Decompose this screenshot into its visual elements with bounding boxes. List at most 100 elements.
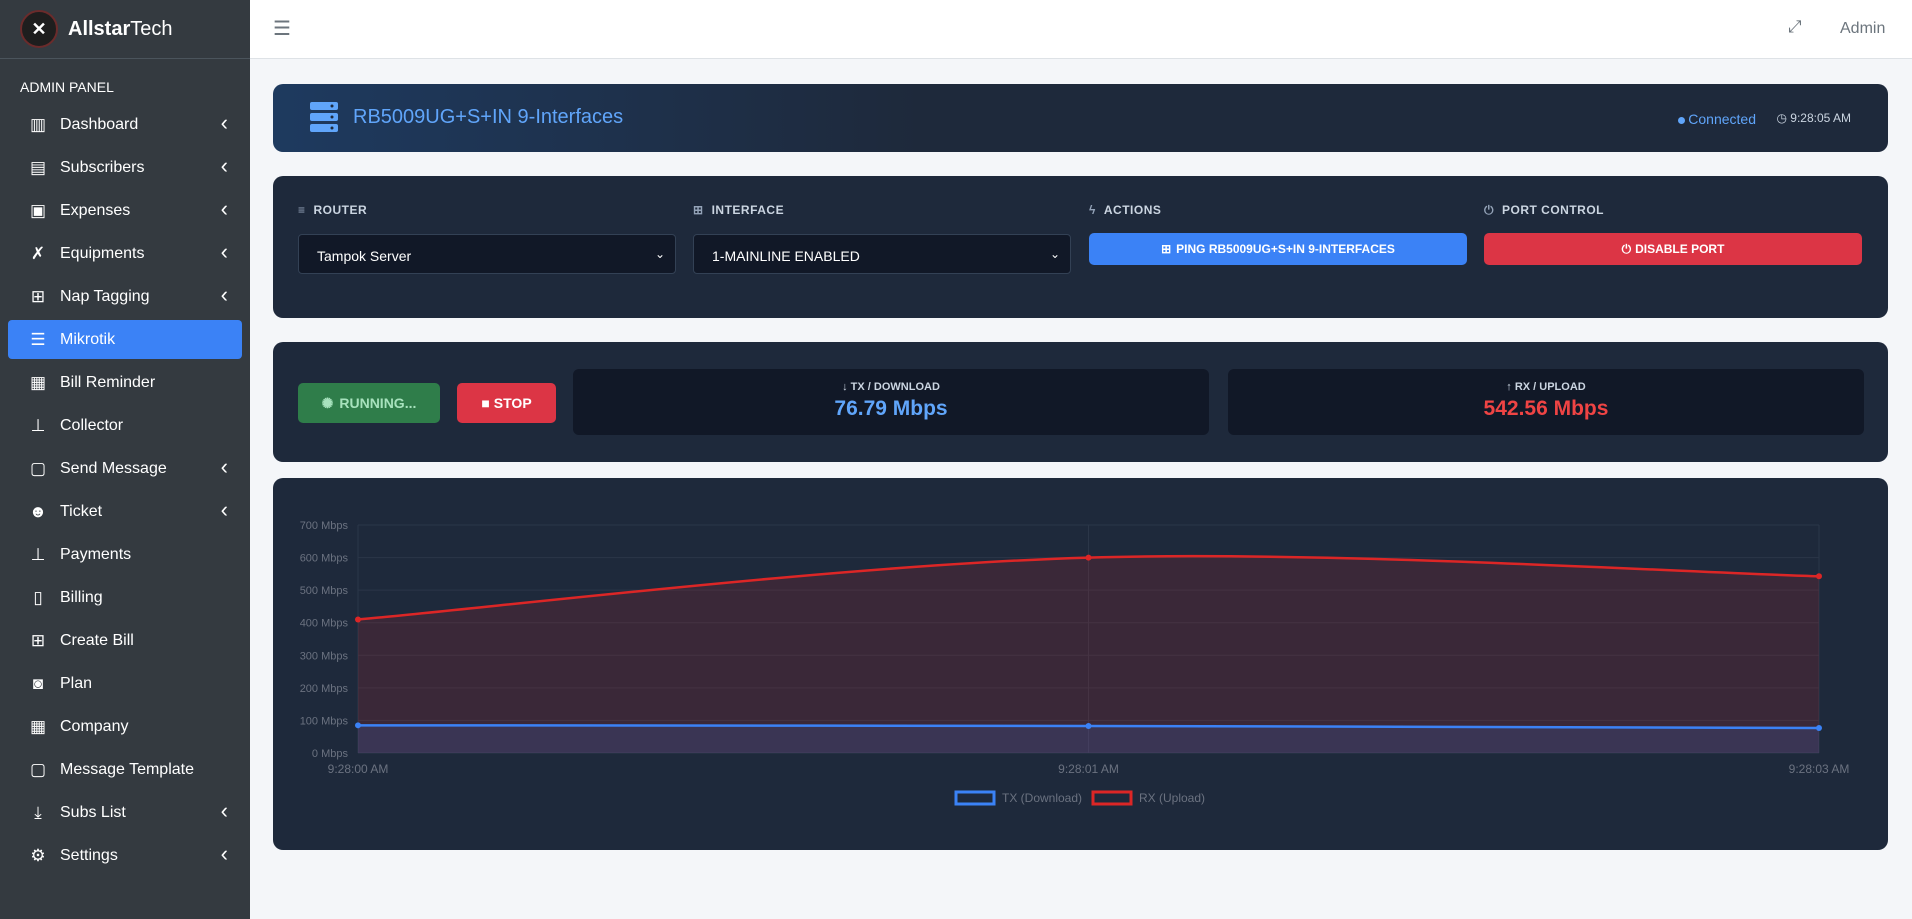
sidebar-item-equipments[interactable]: ✗ Equipments ‹ xyxy=(8,234,242,273)
sidebar-item-send-message[interactable]: ▢ Send Message ‹ xyxy=(8,449,242,488)
current-time: ◷ 9:28:05 AM xyxy=(1776,111,1851,125)
sitemap-icon: ⊞ xyxy=(30,286,46,306)
chevron-left-icon: ‹ xyxy=(220,239,228,264)
bolt-icon: ϟ xyxy=(1089,203,1096,217)
sidebar-item-label: Mikrotik xyxy=(60,330,116,348)
sidebar-item-nap-tagging[interactable]: ⊞ Nap Tagging ‹ xyxy=(8,277,242,316)
tx-value: 76.79 Mbps xyxy=(834,397,948,420)
sidebar-item-label: Create Bill xyxy=(60,631,134,649)
interface-select[interactable]: 1-MAINLINE ENABLED ⌄ xyxy=(693,234,1071,274)
hamburger-menu-icon[interactable]: ☰ xyxy=(273,18,291,40)
sidebar-item-label: Subscribers xyxy=(60,158,145,176)
clock-icon: ◷ xyxy=(1776,111,1791,125)
sidebar-item-label: Collector xyxy=(60,416,124,434)
server-icon xyxy=(310,102,338,132)
chevron-down-icon: ⌄ xyxy=(654,247,665,261)
device-title: RB5009UG+S+IN 9-Interfaces xyxy=(353,106,624,128)
receipt-icon: ▯ xyxy=(33,587,43,607)
sidebar-item-message-template[interactable]: ▢ Message Template xyxy=(8,750,242,789)
admin-panel-label: ADMIN PANEL xyxy=(20,79,114,95)
x-tick-label: 9:28:00 AM xyxy=(328,762,389,776)
sidebar-item-label: Message Template xyxy=(60,760,194,778)
gears-icon: ⚙ xyxy=(30,845,46,865)
arrow-down-icon: ↓ xyxy=(842,381,851,393)
x-tick-label: 9:28:01 AM xyxy=(1058,762,1119,776)
status-dot-icon xyxy=(1678,117,1686,124)
chevron-down-icon: ⌄ xyxy=(1049,247,1060,261)
sidebar-item-label: Dashboard xyxy=(60,115,139,133)
user-menu[interactable]: Admin xyxy=(1840,20,1886,37)
sidebar-item-dashboard[interactable]: ▥ Dashboard ‹ xyxy=(8,105,242,144)
legend-label-rx-upload: RX (Upload) xyxy=(1139,791,1205,805)
calendar-icon: ▦ xyxy=(29,372,47,392)
data-point-rx-upload xyxy=(1085,554,1092,561)
sidebar-item-label: Settings xyxy=(60,846,118,864)
server-icon: ☰ xyxy=(30,329,46,349)
data-point-rx-upload xyxy=(1816,573,1822,580)
sidebar-item-company[interactable]: ▦ Company xyxy=(8,707,242,746)
sidebar-item-plan[interactable]: ◙ Plan xyxy=(8,664,242,703)
chevron-left-icon: ‹ xyxy=(220,196,228,221)
sidebar-item-create-bill[interactable]: ⊞ Create Bill xyxy=(8,621,242,660)
data-point-tx-download xyxy=(355,722,361,729)
current-time-text: 9:28:05 AM xyxy=(1790,111,1851,125)
data-point-tx-download xyxy=(1085,722,1092,729)
chevron-left-icon: ‹ xyxy=(220,497,228,522)
sidebar-item-label: Plan xyxy=(60,674,93,692)
sidebar-item-bill-reminder[interactable]: ▦ Bill Reminder xyxy=(8,363,242,402)
sidebar: ✕ AllstarTech ADMIN PANEL ▥ Dashboard ‹ ▤ Su… xyxy=(0,0,250,919)
bar-chart-icon: ▥ xyxy=(29,114,47,134)
running-button[interactable]: ✺ RUNNING... xyxy=(298,383,440,423)
stop-button[interactable]: ■ STOP xyxy=(457,383,556,423)
ping-button[interactable]: ⊞ PING RB5009UG+S+IN 9-INTERFACES xyxy=(1089,233,1467,265)
sidebar-item-collector[interactable]: ⊥ Collector xyxy=(8,406,242,445)
sidebar-item-label: Payments xyxy=(60,545,132,563)
sidebar-item-mikrotik[interactable]: ☰ Mikrotik xyxy=(8,320,242,359)
sidebar-item-settings[interactable]: ⚙ Settings ‹ xyxy=(8,836,242,875)
chevron-left-icon: ‹ xyxy=(220,841,228,866)
data-point-tx-download xyxy=(1816,724,1822,731)
brand-name-bold: Allstar xyxy=(68,17,131,40)
user-gear-icon: ☻ xyxy=(29,501,47,521)
hand-dollar-icon: ⊥ xyxy=(30,544,46,564)
chevron-left-icon: ‹ xyxy=(220,110,228,135)
router-select[interactable]: Tampok Server ⌄ xyxy=(298,234,676,274)
id-card-icon: ▤ xyxy=(29,157,47,177)
sidebar-item-label: Equipments xyxy=(60,244,145,262)
y-tick-label: 0 Mbps xyxy=(312,748,349,760)
x-tick-label: 9:28:03 AM xyxy=(1789,762,1850,776)
sidebar-item-subs-list[interactable]: ⤓ Subs List ‹ xyxy=(8,793,242,832)
sidebar-item-label: Subs List xyxy=(60,803,126,821)
network-icon: ⊞ xyxy=(1161,242,1172,256)
sidebar-item-label: Billing xyxy=(60,588,103,606)
port-control-label: ⏻ PORT CONTROL xyxy=(1484,203,1604,217)
connection-status-text: Connected xyxy=(1688,111,1756,127)
legend-swatch-tx-download xyxy=(954,790,996,806)
series-area-tx-download xyxy=(358,725,1819,753)
series-area-rx-upload xyxy=(358,556,1819,753)
comment-icon: ▢ xyxy=(29,458,47,478)
calendar-plus-icon: ⊞ xyxy=(30,630,46,650)
sidebar-item-subscribers[interactable]: ▤ Subscribers ‹ xyxy=(8,148,242,187)
fullscreen-icon[interactable]: ⤢ xyxy=(1788,17,1802,36)
sidebar-item-expenses[interactable]: ▣ Expenses ‹ xyxy=(8,191,242,230)
router-label: ≡ ROUTER xyxy=(298,203,368,217)
sidebar-item-ticket[interactable]: ☻ Ticket ‹ xyxy=(8,492,242,531)
sidebar-item-billing[interactable]: ▯ Billing xyxy=(8,578,242,617)
list-icon: ≡ xyxy=(298,203,306,217)
monitor-card: ✺ RUNNING... ■ STOP ↓ TX / DOWNLOAD 76.79 … xyxy=(273,342,1888,462)
interface-label: ⊞ INTERFACE xyxy=(693,203,785,217)
money-bill-icon: ▣ xyxy=(29,200,47,220)
y-tick-label: 500 Mbps xyxy=(300,585,349,597)
device-header-card: RB5009UG+S+IN 9-Interfaces Connected ◷ 9… xyxy=(273,84,1888,152)
disable-port-button[interactable]: ⏻ DISABLE PORT xyxy=(1484,233,1862,265)
brand-logo-icon: ✕ xyxy=(20,10,58,48)
sidebar-item-label: Ticket xyxy=(60,502,103,520)
sidebar-item-label: Nap Tagging xyxy=(60,287,150,305)
brand[interactable]: ✕ AllstarTech xyxy=(0,0,250,59)
actions-label: ϟ ACTIONS xyxy=(1089,203,1162,217)
sidebar-item-payments[interactable]: ⊥ Payments xyxy=(8,535,242,574)
legend-swatch-rx-upload xyxy=(1091,790,1133,806)
controls-card: ≡ ROUTER Tampok Server ⌄ ⊞ INTERFACE 1-MAIN… xyxy=(273,176,1888,318)
power-icon: ⏻ xyxy=(1621,241,1632,256)
